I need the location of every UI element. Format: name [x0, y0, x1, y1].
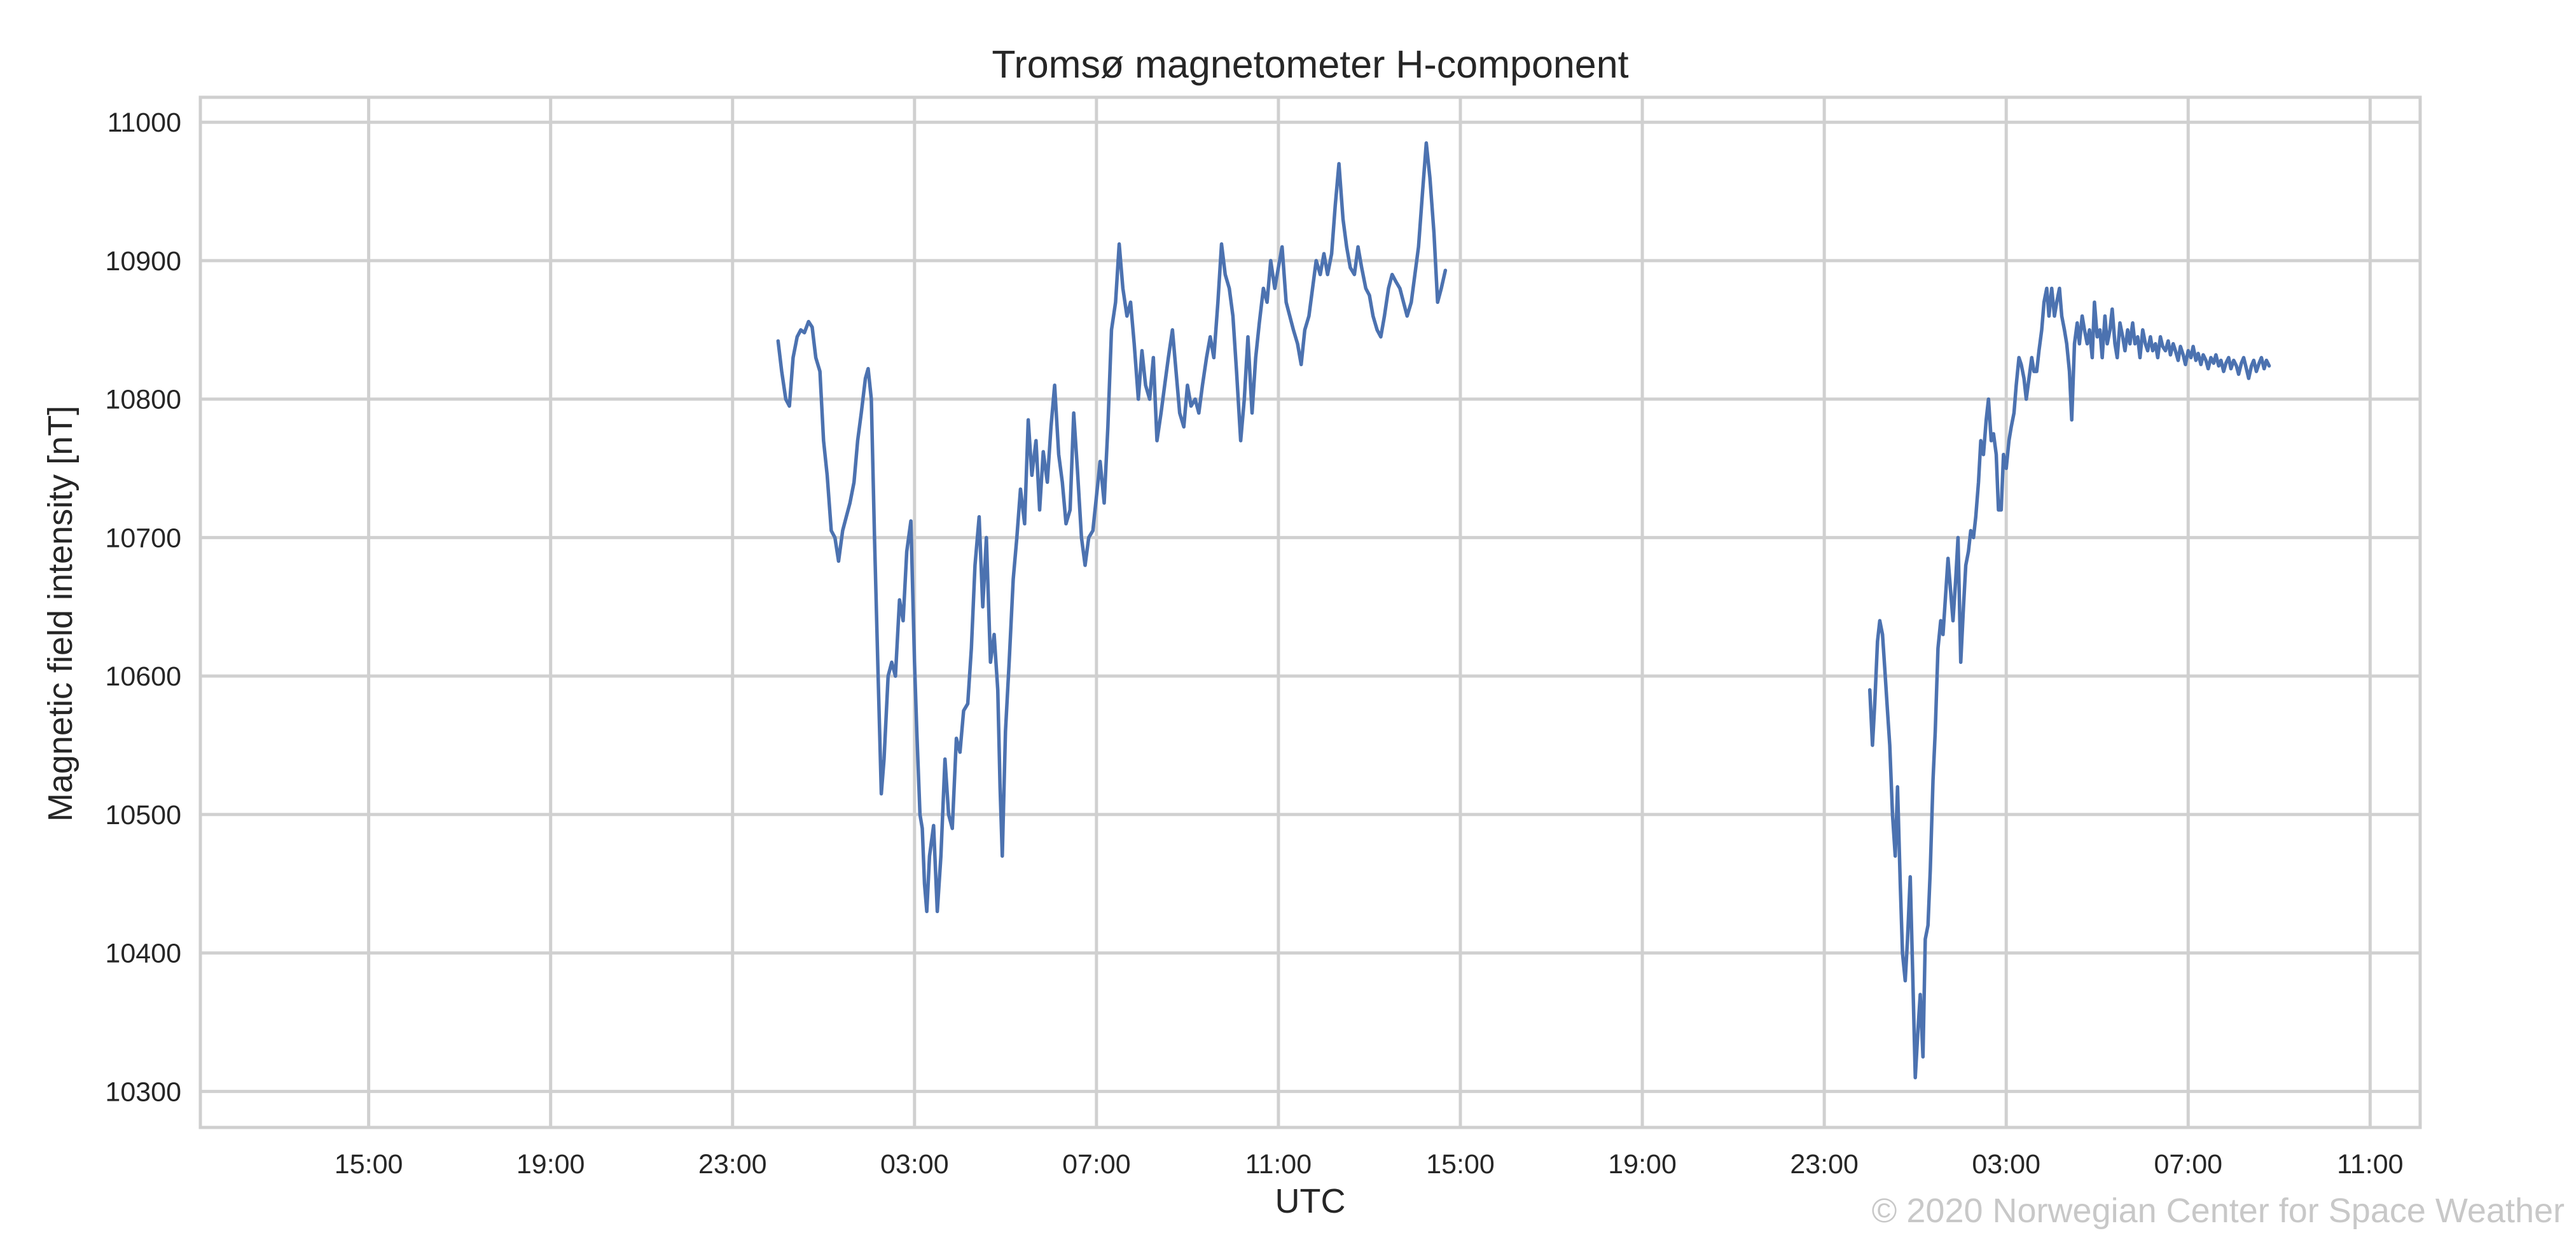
x-tick-label: 15:00: [1426, 1149, 1495, 1180]
y-tick-label: 10300: [105, 1077, 181, 1107]
y-axis-label: Magnetic field intensity [nT]: [41, 406, 80, 822]
x-tick-label: 23:00: [1790, 1149, 1859, 1180]
x-tick-labels: 15:00 19:00 23:00 03:00 07:00 11:00 15:00 19:00…: [335, 1149, 2404, 1180]
x-axis-label: UTC: [1275, 1182, 1346, 1220]
x-tick-label: 07:00: [2154, 1149, 2222, 1180]
chart-title: Tromsø magnetometer H-component: [992, 43, 1628, 86]
y-tick-labels: 10300 10400 10500 10600 10700 10800 10900 11000: [105, 107, 181, 1107]
x-tick-label: 03:00: [880, 1149, 949, 1180]
copyright-notice: © 2020 Norwegian Center for Space Weathe…: [1872, 1192, 2565, 1230]
x-tick-label: 15:00: [335, 1149, 403, 1180]
y-tick-label: 10500: [105, 800, 181, 830]
x-tick-label: 23:00: [698, 1149, 767, 1180]
x-tick-label: 07:00: [1062, 1149, 1131, 1180]
y-tick-label: 10800: [105, 385, 181, 415]
y-tick-label: 10400: [105, 939, 181, 969]
plot-area-frame: [198, 95, 2422, 1129]
y-tick-label: 10600: [105, 661, 181, 692]
x-tick-label: 19:00: [1608, 1149, 1677, 1180]
y-tick-label: 10900: [105, 246, 181, 277]
grid-lines: [200, 97, 2420, 1127]
x-tick-label: 03:00: [1972, 1149, 2040, 1180]
y-tick-label: 11000: [107, 107, 181, 138]
x-tick-label: 11:00: [2337, 1149, 2403, 1180]
y-tick-label: 10700: [105, 523, 181, 553]
series-line: [776, 141, 1448, 914]
x-tick-label: 11:00: [1245, 1149, 1312, 1180]
x-tick-label: 19:00: [516, 1149, 585, 1180]
series-group: [776, 141, 2271, 1080]
series-line: [1867, 286, 2271, 1080]
